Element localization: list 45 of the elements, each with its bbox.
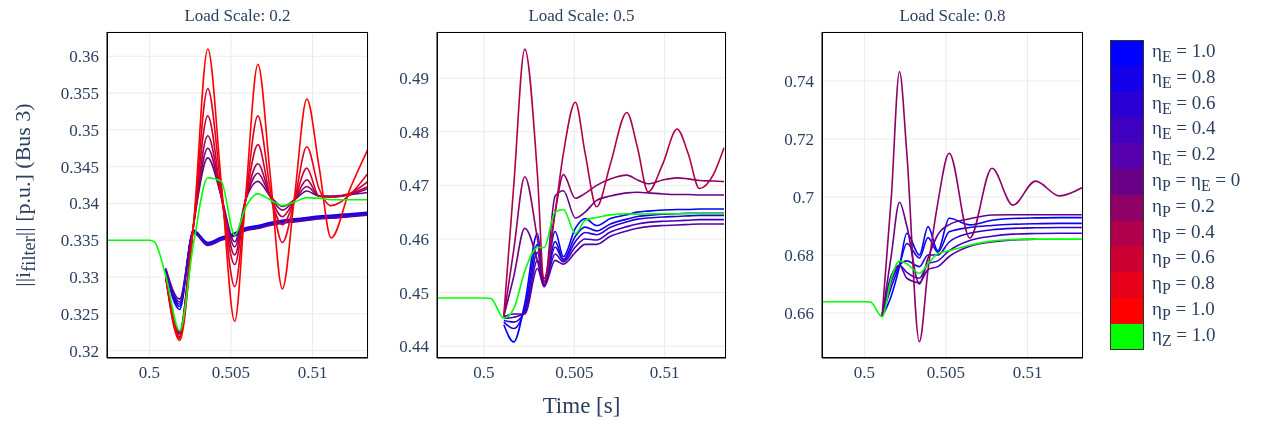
legend-label: η$_{P}$ = 0.6 [1152, 246, 1215, 273]
x-tick-label: 0.51 [297, 363, 328, 383]
chart-title: Load Scale: 0.2 [183, 6, 292, 26]
legend-label: η$_{Z}$ = 1.0 [1152, 323, 1216, 350]
y-tick-label: 0.49 [399, 69, 429, 89]
y-tick-label: 0.335 [60, 231, 99, 251]
x-axis-title: Time [s] [541, 393, 622, 419]
y-tick-label: 0.45 [399, 283, 429, 303]
y-tick-label: 0.36 [69, 47, 99, 67]
y-tick-label: 0.47 [399, 176, 430, 196]
legend-label: η$_{E}$ = 0.2 [1152, 143, 1216, 169]
y-tick-label: 0.34 [69, 194, 100, 214]
y-tick-label: 0.44 [399, 337, 430, 357]
legend-label: η$_{E}$ = 0.6 [1152, 91, 1216, 118]
x-tick-label: 0.505 [555, 363, 594, 383]
x-tick-label: 0.505 [211, 363, 251, 383]
y-tick-label: 0.46 [399, 230, 429, 249]
legend-label: η$_{P}$ = η$_{E}$ = 0 [1152, 168, 1241, 195]
chart-title: Load Scale: 0.5 [527, 6, 636, 26]
y-tick-label: 0.68 [784, 246, 814, 266]
y-tick-label: 0.7 [792, 188, 815, 208]
y-tick-label: 0.355 [60, 84, 99, 104]
x-tick-label: 0.5 [853, 363, 876, 383]
y-tick-label: 0.325 [60, 304, 99, 324]
legend-label: η$_{E}$ = 0.4 [1152, 117, 1216, 144]
x-tick-label: 0.505 [926, 363, 966, 383]
y-tick-label: 0.72 [784, 130, 814, 150]
y-tick-label: 0.33 [69, 268, 99, 288]
x-tick-label: 0.5 [138, 363, 161, 383]
x-tick-label: 0.51 [1012, 363, 1043, 383]
y-tick-label: 0.48 [399, 122, 429, 142]
legend-label: η$_{P}$ = 0.8 [1152, 272, 1215, 298]
y-tick-label: 0.345 [60, 157, 99, 177]
x-tick-label: 0.5 [473, 363, 495, 383]
y-tick-label: 0.66 [784, 304, 814, 324]
legend-label: η$_{E}$ = 1.0 [1152, 40, 1216, 66]
y-tick-label: 0.32 [69, 341, 99, 361]
chart-title: Load Scale: 0.8 [898, 6, 1007, 26]
legend-label: η$_{P}$ = 0.4 [1152, 220, 1215, 247]
y-tick-label: 0.74 [784, 72, 815, 92]
y-tick-label: 0.35 [69, 120, 99, 140]
x-tick-label: 0.51 [649, 363, 680, 383]
legend-label: η$_{P}$ = 0.2 [1152, 194, 1215, 221]
legend-label: η$_{P}$ = 1.0 [1152, 297, 1215, 324]
legend-label: η$_{E}$ = 0.8 [1152, 65, 1216, 92]
